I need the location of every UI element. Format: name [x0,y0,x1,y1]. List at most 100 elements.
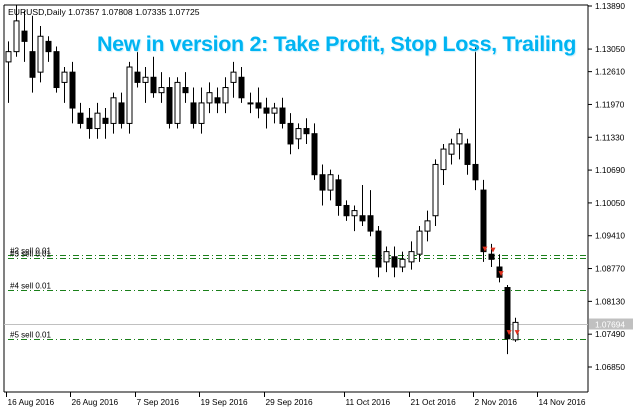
candle-bear [263,107,270,114]
candle-bear [182,87,189,94]
candle-bull [408,251,415,263]
candle-bear [190,102,197,124]
candle-bull [327,174,334,191]
candle-bull [351,210,358,217]
candle-bull [13,20,20,53]
candle-bull [230,71,237,83]
candle-bear [367,215,374,232]
candle-bear [311,133,318,176]
price-tick-label: 1.13890 [595,1,625,11]
time-tick-label: 19 Sep 2016 [201,397,248,407]
price-tick-label: 1.06850 [595,362,625,372]
time-tick-label: 26 Aug 2016 [72,397,119,407]
sell-arrow [490,247,496,253]
time-tick-label: 11 Oct 2016 [346,397,391,407]
candle-bull [399,258,406,268]
current-price-tag [589,318,633,330]
candle-bear [69,71,76,109]
candle-bear [29,51,36,78]
price-tick-label: 1.10690 [595,165,625,175]
price-tick-label: 1.07490 [595,329,625,339]
candle-bull [5,51,12,63]
candle-bull [295,128,302,140]
candle-bear [53,51,60,89]
time-tick-label: 2 Nov 2016 [475,397,518,407]
candle-bull [37,35,44,73]
candle-bull [424,220,431,232]
candle-bull [247,102,254,105]
candle-bear [303,128,310,135]
candle-bear [359,215,366,222]
candle-bull [206,92,213,104]
candle-bear [464,143,471,165]
candle-bull [110,97,117,124]
price-tick-label: 1.08770 [595,264,625,274]
candle-bull [222,87,229,104]
candle-bear [343,204,350,217]
trade-arrows [482,246,520,336]
candle-bear [287,122,294,145]
candle-bear [150,76,157,94]
chart-frame [3,4,589,393]
candle-bear [319,174,326,191]
candle-bear [488,253,495,260]
candle-bull [126,66,133,124]
candle-bear [118,102,125,124]
sell-arrow [514,330,520,336]
sell-arrow [482,246,488,252]
candle-bear [472,163,479,181]
candle-bear [21,30,28,42]
candle-bull [198,102,205,124]
candle-bull [383,251,390,263]
time-tick-label: 29 Sep 2016 [266,397,313,407]
candle-bull [61,71,68,83]
candle-bear [102,117,109,124]
time-tick-label: 21 Oct 2016 [411,397,457,407]
candle-bear [255,102,262,109]
candle-bear [504,287,511,340]
price-tick-label: 1.11970 [595,99,625,109]
candle-bear [45,40,52,53]
candle-bear [77,112,84,124]
time-tick-label: 14 Nov 2016 [539,397,586,407]
order-lines: #2 sell 0.01#3 sell 0.01 #4 sell 0.01 #5 s… [4,247,588,340]
chart-header: EURUSD,Daily 1.07357 1.07808 1.07335 1.0… [8,7,200,17]
time-tick-label: 16 Aug 2016 [8,397,55,407]
candle-bear [375,230,382,268]
price-axis: 1.13890 1.13050 1.12610 1.11970 1.11330 1.106… [588,1,633,372]
time-axis: 16 Aug 2016 26 Aug 2016 7 Sep 2016 19 Sep 2… [6,392,586,407]
candle-bull [174,81,181,124]
candle-bull [448,143,455,155]
candle-bear [214,97,221,104]
price-tick-label: 1.13050 [595,44,625,54]
price-tick-label: 1.09410 [595,231,625,241]
price-tick-label: 1.12610 [595,67,625,77]
candle-bear [166,87,173,124]
candle-bull [440,148,447,171]
price-tick-label: 1.08130 [595,296,625,306]
time-tick-label: 7 Sep 2016 [137,397,180,407]
candle-bear [238,76,245,99]
candle-bear [134,71,141,83]
order-label: #4 sell 0.01 [10,282,51,291]
candle-bull [416,230,423,255]
price-tick-label: 1.10050 [595,198,625,208]
candle-bear [335,179,342,206]
sell-arrow [506,330,512,336]
candle-bull [271,107,278,114]
candle-bear [86,117,93,130]
candle-bull [94,112,101,130]
sell-arrow [498,271,504,277]
candle-bear [391,256,398,268]
order-label: #3 sell 0.01 [10,250,51,259]
candle-bull [432,163,439,217]
candle-bull [142,76,149,83]
price-tick-label: 1.11330 [595,132,625,142]
order-label: #5 sell 0.01 [10,331,51,340]
candle-bear [279,107,286,124]
promo-banner: New in version 2: Take Profit, Stop Loss… [97,32,577,56]
candle-bear [480,189,487,253]
candle-bull [456,133,463,145]
